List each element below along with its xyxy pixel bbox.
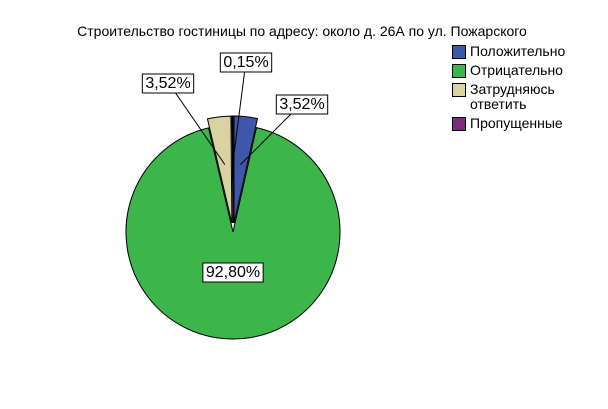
legend-item: Пропущенные bbox=[452, 116, 602, 131]
data-label-group: 3,52% bbox=[141, 73, 195, 94]
legend-swatch bbox=[452, 117, 466, 131]
legend-item: Затрудняюсь ответить bbox=[452, 82, 602, 112]
data-label-group: 3,52% bbox=[275, 94, 329, 115]
legend-swatch bbox=[452, 45, 466, 59]
legend-item: Положительно bbox=[452, 44, 602, 59]
legend-label: Положительно bbox=[470, 43, 566, 59]
data-label-group: 92,80% bbox=[202, 262, 264, 283]
data-label-group: 0,15% bbox=[219, 52, 273, 73]
data-label-box bbox=[219, 52, 273, 73]
legend: Положительно Отрицательно Затрудняюсь отве… bbox=[452, 44, 602, 135]
pie-slice bbox=[231, 115, 234, 224]
pie-slice bbox=[233, 115, 259, 224]
legend-label: Отрицательно bbox=[470, 62, 563, 78]
data-label: 3,52% bbox=[279, 96, 324, 113]
pie-slice bbox=[125, 127, 341, 340]
data-label-box bbox=[275, 94, 329, 115]
data-label: 92,80% bbox=[206, 264, 260, 281]
data-label-box bbox=[202, 262, 264, 283]
legend-label: Пропущенные bbox=[470, 115, 563, 131]
leader-line bbox=[167, 81, 226, 165]
legend-swatch bbox=[452, 64, 466, 78]
legend-item: Отрицательно bbox=[452, 63, 602, 78]
legend-swatch bbox=[452, 83, 466, 97]
leader-line bbox=[232, 60, 247, 165]
data-label: 0,15% bbox=[223, 54, 268, 71]
data-label-box bbox=[141, 73, 195, 94]
legend-label: Затрудняюсь ответить bbox=[470, 81, 555, 112]
chart-title: Строительство гостиницы по адресу: около… bbox=[77, 23, 527, 39]
data-label: 3,52% bbox=[145, 75, 190, 92]
pie-slice bbox=[206, 115, 233, 224]
